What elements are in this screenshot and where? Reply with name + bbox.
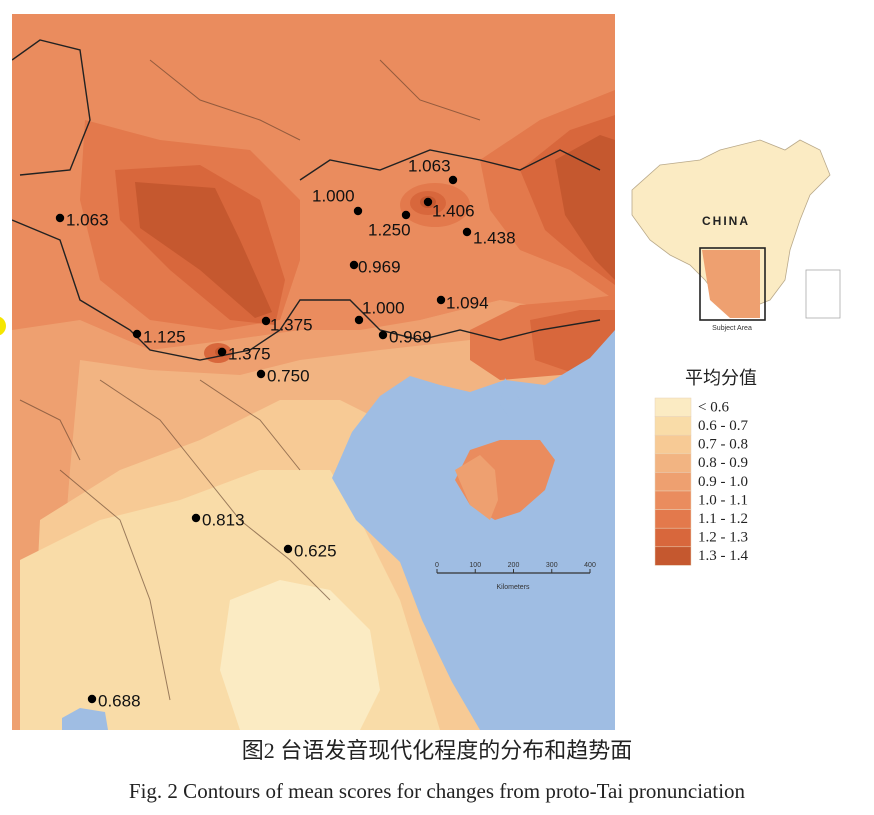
sample-point (462, 227, 472, 237)
point-label: 0.813 (202, 510, 245, 529)
sample-point (401, 210, 411, 220)
sea (62, 708, 108, 730)
map (12, 14, 615, 730)
sea (332, 330, 615, 730)
legend-label: 0.6 - 0.7 (698, 418, 748, 434)
inset-country: CHINA (702, 214, 750, 228)
sample-point (378, 330, 388, 340)
legend-swatch (654, 453, 692, 473)
point-label: 1.000 (312, 186, 355, 205)
border (19, 59, 481, 701)
point-label: 0.688 (98, 691, 141, 710)
legend-label: 1.2 - 1.3 (698, 530, 748, 546)
point-label: 1.094 (446, 293, 489, 312)
sample-point (283, 544, 293, 554)
sample-point (448, 175, 458, 185)
legend-label: 0.8 - 0.9 (698, 455, 748, 471)
border (12, 39, 601, 361)
legend-label: 1.1 - 1.2 (698, 511, 748, 527)
zone (555, 135, 615, 280)
point-label: 1.250 (368, 220, 411, 239)
legend-swatch (654, 490, 692, 510)
sample-point (436, 295, 446, 305)
point-label: 1.063 (66, 210, 109, 229)
scale-unit: Kilometers (496, 584, 530, 591)
point-label: 1.375 (270, 315, 313, 334)
legend-swatch (654, 527, 692, 548)
sample-point (132, 329, 142, 339)
scale-tick-label: 0 (435, 562, 439, 569)
point-label: 0.625 (294, 541, 337, 560)
cursor-marker (0, 316, 6, 336)
zone (135, 182, 272, 318)
sample-points: 1.063 1.000 1.063 1.250 1.406 1.438 0.969 1.094… (55, 156, 516, 710)
legend-swatch (654, 472, 692, 492)
point-label: 1.000 (362, 298, 405, 317)
point-label: 0.750 (267, 366, 310, 385)
inset-box-label: Subject Area (712, 325, 752, 332)
legend-label: < 0.6 (698, 399, 729, 415)
caption-en: Fig. 2 Contours of mean scores for chang… (129, 779, 746, 803)
scale-tick-label: 400 (584, 562, 596, 569)
sample-point (261, 316, 271, 326)
inset-area (702, 250, 760, 318)
point-label: 1.125 (143, 327, 186, 346)
sample-point (256, 369, 266, 379)
sample-point (354, 315, 364, 325)
scale-tick-label: 300 (546, 562, 558, 569)
scale-bar: Kilometers 0 100 200 300 400 (435, 562, 596, 591)
sample-point (423, 197, 433, 207)
scale-tick-label: 200 (508, 562, 520, 569)
legend-swatch (654, 416, 692, 436)
legend: 平均分值 < 0.6 0.6 - 0.7 0.7 - 0.8 0.8 - 0.9 0.9… (654, 368, 757, 566)
scale-tick-label: 100 (469, 562, 481, 569)
legend-label: 0.7 - 0.8 (698, 437, 748, 453)
sea (500, 378, 530, 425)
legend-swatch (654, 434, 692, 455)
point-label: 1.438 (473, 228, 516, 247)
inset-box (699, 247, 766, 321)
point-label: 1.406 (432, 201, 475, 220)
sample-point (87, 694, 97, 704)
island (455, 455, 498, 520)
legend-title: 平均分值 (685, 368, 757, 388)
sample-point (217, 347, 227, 357)
point-label: 1.375 (228, 344, 271, 363)
legend-label: 0.9 - 1.0 (698, 474, 748, 490)
inset: CHINA Subject Area (631, 139, 841, 332)
sample-point (349, 260, 359, 270)
legend-swatch (654, 509, 692, 529)
sample-point (55, 213, 65, 223)
legend-label: 1.3 - 1.4 (698, 548, 748, 564)
legend-label: 1.0 - 1.1 (698, 492, 748, 508)
inset-islands-box (805, 269, 841, 319)
point-label: 0.969 (358, 257, 401, 276)
legend-swatch (654, 546, 692, 566)
point-label: 1.063 (408, 156, 451, 175)
legend-swatch (654, 397, 692, 417)
caption-zh: 图2 台语发音现代化程度的分布和趋势面 (242, 738, 633, 763)
sample-point (353, 206, 363, 216)
point-label: 0.969 (389, 327, 432, 346)
sample-point (191, 513, 201, 523)
zone (220, 580, 380, 730)
inset-china (631, 139, 831, 311)
